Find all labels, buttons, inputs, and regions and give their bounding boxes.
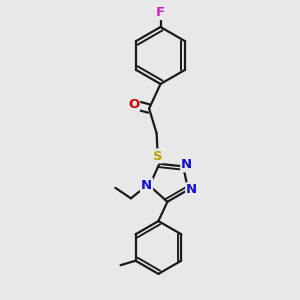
Text: N: N <box>181 158 192 171</box>
Text: N: N <box>186 183 197 196</box>
Text: N: N <box>141 178 152 192</box>
Text: O: O <box>128 98 139 111</box>
Text: S: S <box>153 149 162 163</box>
Text: F: F <box>156 6 165 19</box>
